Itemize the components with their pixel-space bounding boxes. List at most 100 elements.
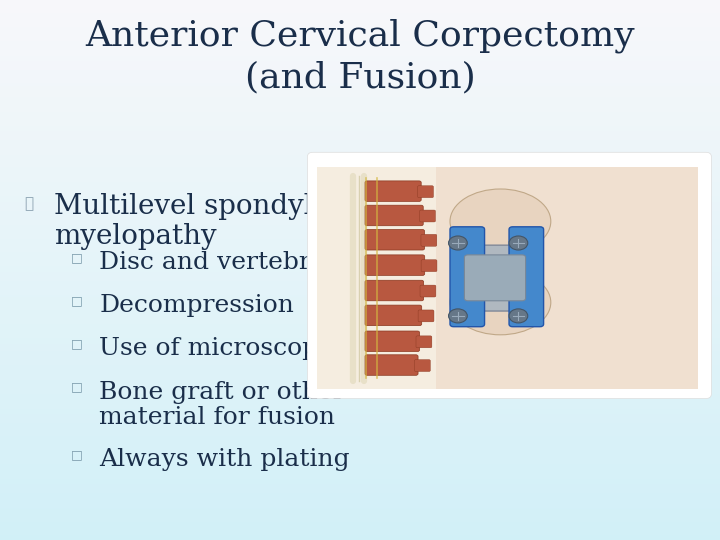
Bar bbox=[0, 42, 720, 43]
Bar bbox=[0, 66, 720, 69]
Bar bbox=[0, 524, 720, 525]
Bar bbox=[0, 355, 720, 356]
Bar bbox=[0, 333, 720, 335]
Bar bbox=[0, 306, 720, 308]
Bar bbox=[0, 18, 720, 20]
Bar bbox=[0, 263, 720, 265]
FancyBboxPatch shape bbox=[365, 355, 418, 375]
Bar bbox=[0, 113, 720, 115]
Bar bbox=[0, 410, 720, 412]
Bar bbox=[0, 390, 720, 393]
Bar bbox=[0, 389, 720, 390]
Bar bbox=[0, 373, 720, 374]
Bar bbox=[0, 79, 720, 81]
Bar bbox=[0, 538, 720, 540]
Bar bbox=[0, 4, 720, 5]
Bar bbox=[0, 142, 720, 144]
Bar bbox=[0, 340, 720, 342]
Bar bbox=[0, 155, 720, 157]
Bar bbox=[0, 317, 720, 319]
Bar bbox=[0, 297, 720, 299]
Bar bbox=[0, 459, 720, 461]
Bar bbox=[0, 454, 720, 455]
Bar bbox=[0, 164, 720, 166]
Bar bbox=[0, 477, 720, 479]
Bar bbox=[0, 151, 720, 153]
Bar bbox=[0, 189, 720, 191]
Bar bbox=[0, 15, 720, 16]
Bar bbox=[0, 501, 720, 502]
Bar bbox=[0, 69, 720, 70]
Bar bbox=[0, 336, 720, 339]
FancyBboxPatch shape bbox=[317, 167, 436, 389]
FancyBboxPatch shape bbox=[464, 255, 526, 301]
Bar bbox=[0, 320, 720, 322]
Bar bbox=[0, 464, 720, 466]
Bar bbox=[0, 22, 720, 23]
Bar bbox=[0, 427, 720, 428]
FancyBboxPatch shape bbox=[421, 234, 437, 246]
Bar bbox=[0, 416, 720, 417]
Bar bbox=[0, 344, 720, 346]
Bar bbox=[0, 23, 720, 25]
Text: □: □ bbox=[71, 338, 82, 350]
Bar bbox=[0, 299, 720, 301]
Bar bbox=[0, 54, 720, 56]
Bar bbox=[0, 281, 720, 282]
Bar bbox=[0, 146, 720, 147]
Bar bbox=[0, 488, 720, 490]
Bar bbox=[0, 96, 720, 97]
Bar bbox=[0, 432, 720, 434]
Bar bbox=[0, 2, 720, 4]
FancyBboxPatch shape bbox=[365, 205, 423, 226]
Bar bbox=[0, 292, 720, 293]
Bar bbox=[0, 88, 720, 90]
Bar bbox=[0, 50, 720, 52]
Bar bbox=[0, 414, 720, 416]
Bar bbox=[0, 36, 720, 38]
Bar bbox=[0, 32, 720, 34]
Bar bbox=[0, 177, 720, 178]
Bar bbox=[0, 328, 720, 329]
Bar bbox=[0, 227, 720, 228]
Bar bbox=[0, 490, 720, 491]
Bar bbox=[0, 196, 720, 198]
Bar bbox=[0, 124, 720, 126]
Bar bbox=[0, 363, 720, 366]
Bar bbox=[0, 115, 720, 117]
Bar bbox=[0, 158, 720, 160]
Bar bbox=[0, 270, 720, 272]
Bar bbox=[0, 110, 720, 112]
Bar bbox=[0, 120, 720, 123]
Bar bbox=[0, 0, 720, 2]
Bar bbox=[0, 324, 720, 326]
Bar bbox=[0, 315, 720, 317]
Bar bbox=[0, 93, 720, 96]
Bar bbox=[0, 412, 720, 414]
Bar bbox=[0, 49, 720, 50]
Bar bbox=[0, 528, 720, 529]
Text: Anterior Cervical Corpectomy
(and Fusion): Anterior Cervical Corpectomy (and Fusion… bbox=[85, 19, 635, 94]
Text: Bone graft or other
material for fusion: Bone graft or other material for fusion bbox=[99, 381, 345, 429]
Bar bbox=[0, 225, 720, 227]
Bar bbox=[0, 407, 720, 409]
Bar bbox=[0, 16, 720, 18]
Bar bbox=[0, 101, 720, 103]
Bar bbox=[0, 322, 720, 324]
Bar bbox=[0, 369, 720, 371]
Bar bbox=[0, 443, 720, 444]
Bar bbox=[0, 533, 720, 535]
Bar bbox=[0, 7, 720, 9]
Bar bbox=[0, 393, 720, 394]
Bar bbox=[0, 461, 720, 463]
Bar bbox=[0, 140, 720, 142]
Bar bbox=[0, 436, 720, 437]
Bar bbox=[0, 351, 720, 353]
Bar bbox=[0, 81, 720, 83]
Circle shape bbox=[449, 236, 467, 250]
Bar bbox=[0, 169, 720, 171]
Text: □: □ bbox=[71, 294, 82, 307]
Bar bbox=[0, 403, 720, 405]
Bar bbox=[0, 482, 720, 484]
Bar bbox=[0, 236, 720, 238]
